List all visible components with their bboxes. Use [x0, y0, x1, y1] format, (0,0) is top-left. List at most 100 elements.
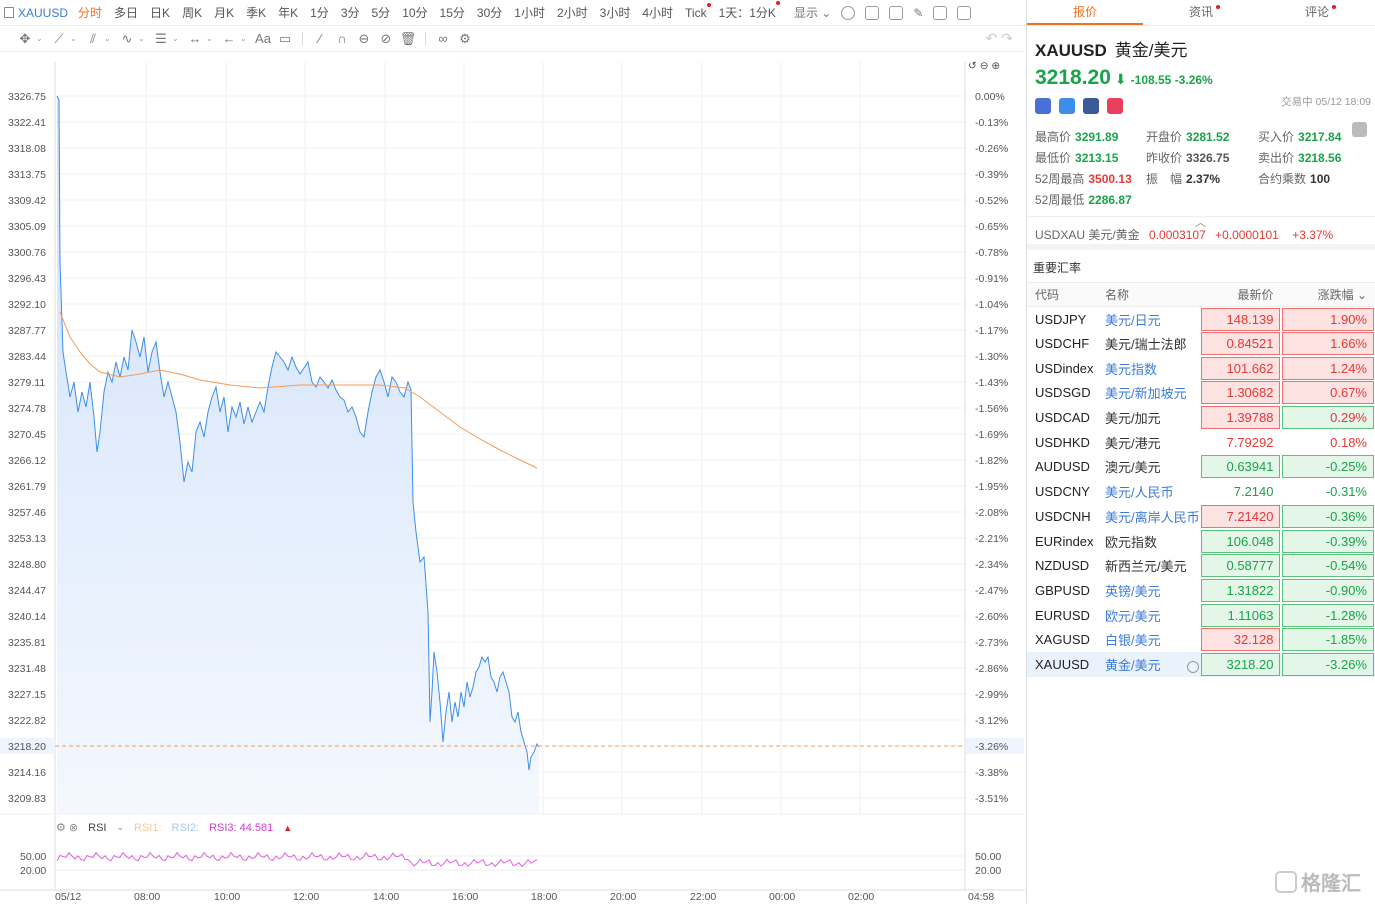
fx-name[interactable]: 美元/新加坡元 — [1105, 386, 1187, 402]
rsi-settings-icon[interactable]: ⚙ ⊗ — [56, 822, 79, 834]
pct-tick-label: -2.47% — [975, 585, 1008, 597]
pct-tick-label: -1.30% — [975, 351, 1008, 363]
heart-icon[interactable] — [1107, 98, 1123, 114]
col-code[interactable]: 代码 — [1027, 282, 1097, 307]
period-tab-11[interactable]: 15分 — [439, 6, 465, 20]
symbol-label[interactable]: XAUUSD — [18, 5, 69, 20]
chart-area[interactable]: 3326.75 0.00% 3322.41 -0.13% 3318.08 -0.26% 33… — [0, 52, 1025, 904]
arrow-icon[interactable]: ← — [222, 31, 236, 46]
period-tab-15[interactable]: 3小时 — [599, 6, 631, 20]
period-tab-10[interactable]: 10分 — [402, 6, 428, 20]
pct-tick-label: -2.99% — [975, 689, 1008, 701]
table-row[interactable]: XAGUSD 白银/美元 32.128 -1.85% — [1027, 627, 1375, 652]
trend-line-icon[interactable]: ⟋ — [54, 30, 64, 46]
period-tab-5[interactable]: 季K — [246, 6, 267, 20]
fx-name[interactable]: 美元/人民币 — [1105, 485, 1174, 501]
period-tab-4[interactable]: 月K — [214, 6, 235, 20]
hide-icon[interactable]: ⊘ — [380, 30, 392, 46]
fx-name[interactable]: 美元/离岸人民币 — [1105, 509, 1200, 525]
period-tab-0[interactable]: 分时 — [78, 6, 103, 20]
table-row[interactable]: EURindex 欧元指数 106.048 -0.39% — [1027, 529, 1375, 554]
tag-icon[interactable] — [1059, 98, 1075, 114]
table-row[interactable]: USDCNY 美元/人民币 7.2140 -0.31% — [1027, 479, 1375, 504]
table-row[interactable]: USDCAD 美元/加元 1.39788 0.29% — [1027, 405, 1375, 430]
pct-tick-label: -1.95% — [975, 481, 1008, 493]
table-row[interactable]: USDCNH 美元/离岸人民币 7.21420 -0.36% — [1027, 504, 1375, 529]
panel-tab-0[interactable]: 报价 — [1027, 0, 1143, 25]
col-name[interactable]: 名称 — [1097, 282, 1200, 307]
period-tab-9[interactable]: 5分 — [371, 6, 391, 20]
fx-code: GBPUSD — [1035, 582, 1090, 598]
y-tick-label: 3261.79 — [8, 481, 46, 493]
panel-tab-2[interactable]: 评论 — [1259, 0, 1375, 25]
col-pct[interactable]: 涨跌幅 ⌄ — [1281, 282, 1375, 307]
period-tab-7[interactable]: 1分 — [310, 6, 329, 20]
period-tab-17[interactable]: Tick — [685, 2, 711, 20]
table-row[interactable]: USDSGD 美元/新加坡元 1.30682 0.67% — [1027, 381, 1375, 406]
table-row[interactable]: GBPUSD 英镑/美元 1.31822 -0.90% — [1027, 578, 1375, 603]
measure-icon[interactable]: ↔ — [188, 31, 202, 46]
period-tab-16[interactable]: 4小时 — [642, 6, 674, 20]
settings-icon[interactable] — [841, 5, 856, 20]
link-icon[interactable]: ∞ — [438, 31, 448, 46]
rsi-caret-icon[interactable]: ⌄ — [116, 822, 125, 832]
fx-price: 1.31822 — [1200, 578, 1281, 603]
text-icon[interactable]: Aa — [255, 31, 271, 46]
crosshair-icon[interactable]: ✥ — [19, 30, 31, 46]
table-row[interactable]: USDJPY 美元/日元 148.139 1.90% — [1027, 307, 1375, 332]
fx-name[interactable]: 欧元/美元 — [1105, 608, 1161, 624]
chart-settings-group: 显示 ⌄ ✎ — [793, 4, 972, 21]
period-tab-12[interactable]: 30分 — [476, 6, 503, 20]
panel-toggle-icon[interactable] — [957, 5, 972, 20]
fx-name[interactable]: 黄金/美元 — [1097, 652, 1200, 677]
eye-icon[interactable] — [1186, 660, 1199, 673]
price-chart[interactable]: 3326.75 0.00% 3322.41 -0.13% 3318.08 -0.26% 33… — [0, 52, 1025, 904]
period-tab-1[interactable]: 多日 — [114, 6, 139, 20]
globe-icon[interactable] — [1035, 98, 1051, 114]
lock-icon[interactable]: ⊖ — [358, 30, 370, 46]
symbol-selector[interactable]: XAUUSD — [4, 6, 68, 20]
table-row[interactable]: XAUUSD 黄金/美元 3218.20 -3.26% — [1027, 652, 1375, 677]
period-tab-6[interactable]: 年K — [278, 6, 299, 20]
undo-redo-icons[interactable]: ↶ ↷ — [985, 30, 1013, 46]
period-tab-14[interactable]: 2小时 — [556, 6, 588, 20]
col-price[interactable]: 最新价 — [1200, 282, 1282, 307]
fib-icon[interactable]: ☰ — [155, 30, 167, 46]
magnet-icon[interactable]: ∩ — [337, 31, 347, 46]
alert-bell-icon[interactable] — [1352, 122, 1367, 137]
fx-name[interactable]: 英镑/美元 — [1105, 583, 1161, 599]
period-tab-2[interactable]: 日K — [150, 6, 171, 20]
table-row[interactable]: EURUSD 欧元/美元 1.11063 -1.28% — [1027, 603, 1375, 628]
table-row[interactable]: USDindex 美元指数 101.662 1.24% — [1027, 356, 1375, 381]
fx-name[interactable]: 美元/日元 — [1105, 312, 1161, 328]
pen-icon[interactable]: ✎ — [913, 5, 924, 20]
period-tab-8[interactable]: 3分 — [340, 6, 360, 20]
collapse-chevron-icon[interactable]: ︿ — [1195, 217, 1206, 229]
rsi-label[interactable]: RSI — [88, 821, 107, 834]
settings-icon[interactable]: ⚙ — [459, 30, 471, 46]
period-tab-3[interactable]: 周K — [182, 6, 203, 20]
camera-icon[interactable] — [889, 5, 904, 20]
trash-icon[interactable]: 🗑 — [399, 30, 417, 46]
wave-icon[interactable]: ∿ — [121, 30, 133, 46]
fx-code: USDCNH — [1035, 508, 1091, 524]
table-row[interactable]: NZDUSD 新西兰元/美元 0.58777 -0.54% — [1027, 553, 1375, 578]
table-row[interactable]: USDCHF 美元/瑞士法郎 0.84521 1.66% — [1027, 331, 1375, 356]
rsi-up-arrow-icon: ▲ — [283, 822, 293, 833]
period-tab-13[interactable]: 1小时 — [514, 6, 545, 20]
channel-icon[interactable]: ⫽ — [90, 30, 96, 46]
display-menu[interactable]: 显示 ⌄ — [793, 6, 832, 20]
fx-name[interactable]: 白银/美元 — [1105, 633, 1161, 649]
table-row[interactable]: USDHKD 美元/港元 7.79292 0.18% — [1027, 430, 1375, 455]
fx-code: USDindex — [1035, 360, 1094, 376]
layout-icon[interactable] — [865, 5, 880, 20]
fx-name[interactable]: 美元指数 — [1105, 361, 1158, 377]
period-tab-18[interactable]: 1天：1分K — [718, 1, 781, 20]
news-icon[interactable] — [1083, 98, 1099, 114]
pencil-icon[interactable]: ∕ — [318, 31, 322, 46]
table-row[interactable]: AUDUSD 澳元/美元 0.63941 -0.25% — [1027, 455, 1375, 480]
panel-tab-1[interactable]: 资讯 — [1143, 0, 1259, 25]
comment-icon[interactable]: ▭ — [278, 30, 292, 46]
inverse-quote-row[interactable]: USDXAU 美元/黄金 0.0003107 +0.0000101 +3.37% — [1027, 216, 1375, 250]
fullscreen-icon[interactable] — [933, 5, 948, 20]
